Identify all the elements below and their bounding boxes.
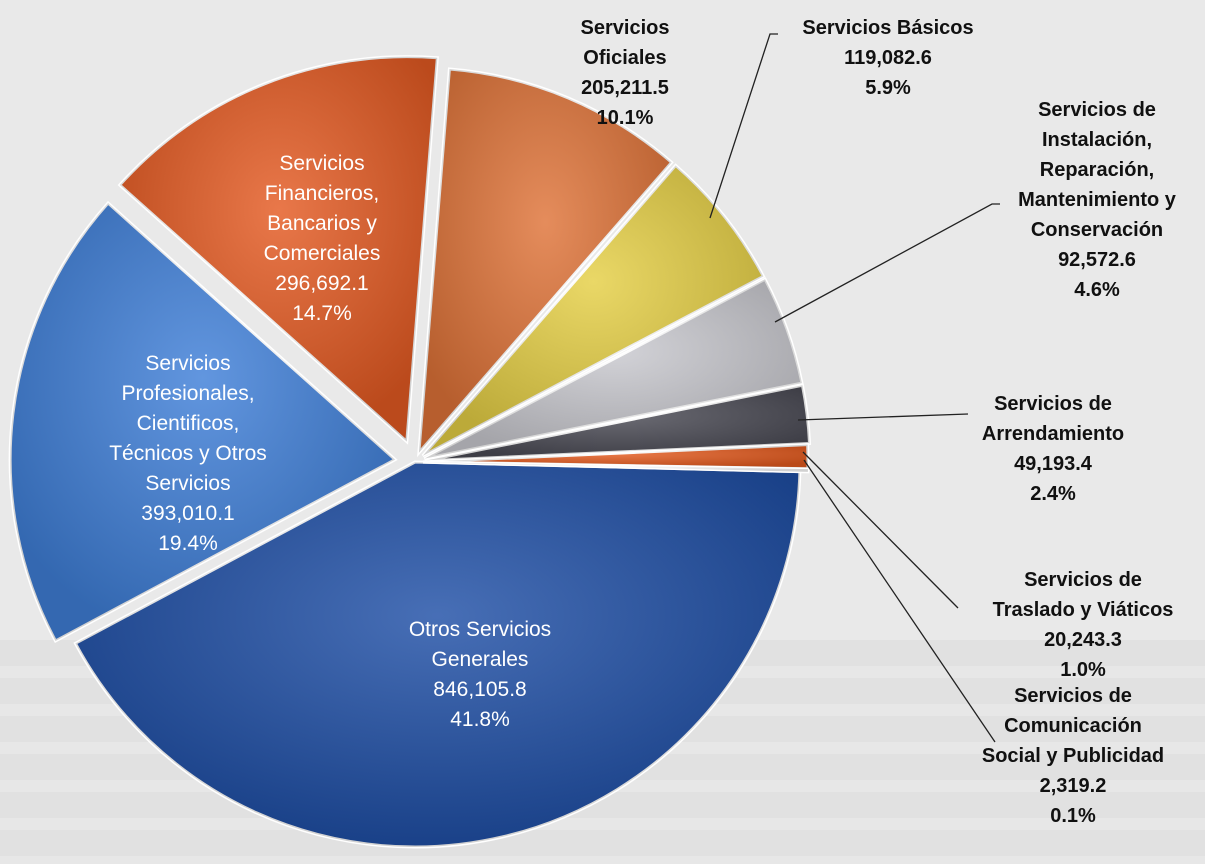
pie-slice-shade-3 xyxy=(418,68,672,453)
leader-servicios-traslado xyxy=(802,451,959,609)
label-servicios-basicos: Servicios Básicos 119,082.6 5.9% xyxy=(802,17,973,99)
pie-slice-shade-8 xyxy=(422,462,808,472)
leader-servicios-instalacion xyxy=(774,203,1000,323)
leader-servicios-basicos xyxy=(709,33,778,219)
label-servicios-traslado: Servicios de Traslado y Viáticos 20,243.3 1… xyxy=(993,569,1174,681)
label-servicios-comunicacion: Servicios de Comunicación Social y Publici… xyxy=(982,685,1164,827)
label-servicios-financieros: Servicios Financieros, Bancarios y Comercia… xyxy=(264,152,381,325)
label-servicios-profesionales: Servicios Profesionales, Cientificos, Técni… xyxy=(109,352,267,555)
leader-servicios-comunicacion xyxy=(803,459,996,743)
label-servicios-instalacion: Servicios de Instalación, Reparación, Mante… xyxy=(1018,99,1177,301)
label-servicios-arrendamiento: Servicios de Arrendamiento 49,193.4 2.4% xyxy=(982,393,1124,505)
pie-slice-shade-0 xyxy=(75,462,800,847)
pie-slice-shade-6 xyxy=(424,385,810,461)
leader-lines xyxy=(709,33,1000,743)
pie-slices xyxy=(8,55,812,849)
leader-servicios-arrendamiento xyxy=(797,413,969,421)
pie-slice-shade-2 xyxy=(119,56,438,442)
pie-slice-shade-5 xyxy=(424,279,802,459)
label-otros-servicios-generales: Otros Servicios Generales 846,105.8 41.8% xyxy=(409,618,551,731)
label-servicios-oficiales: Servicios Oficiales 205,211.5 10.1% xyxy=(581,17,670,129)
pie-slice-shade-1 xyxy=(10,203,396,641)
pie-slice-shade-4 xyxy=(422,165,764,456)
slice-labels: Otros Servicios Generales 846,105.8 41.8% Se… xyxy=(109,17,1177,827)
